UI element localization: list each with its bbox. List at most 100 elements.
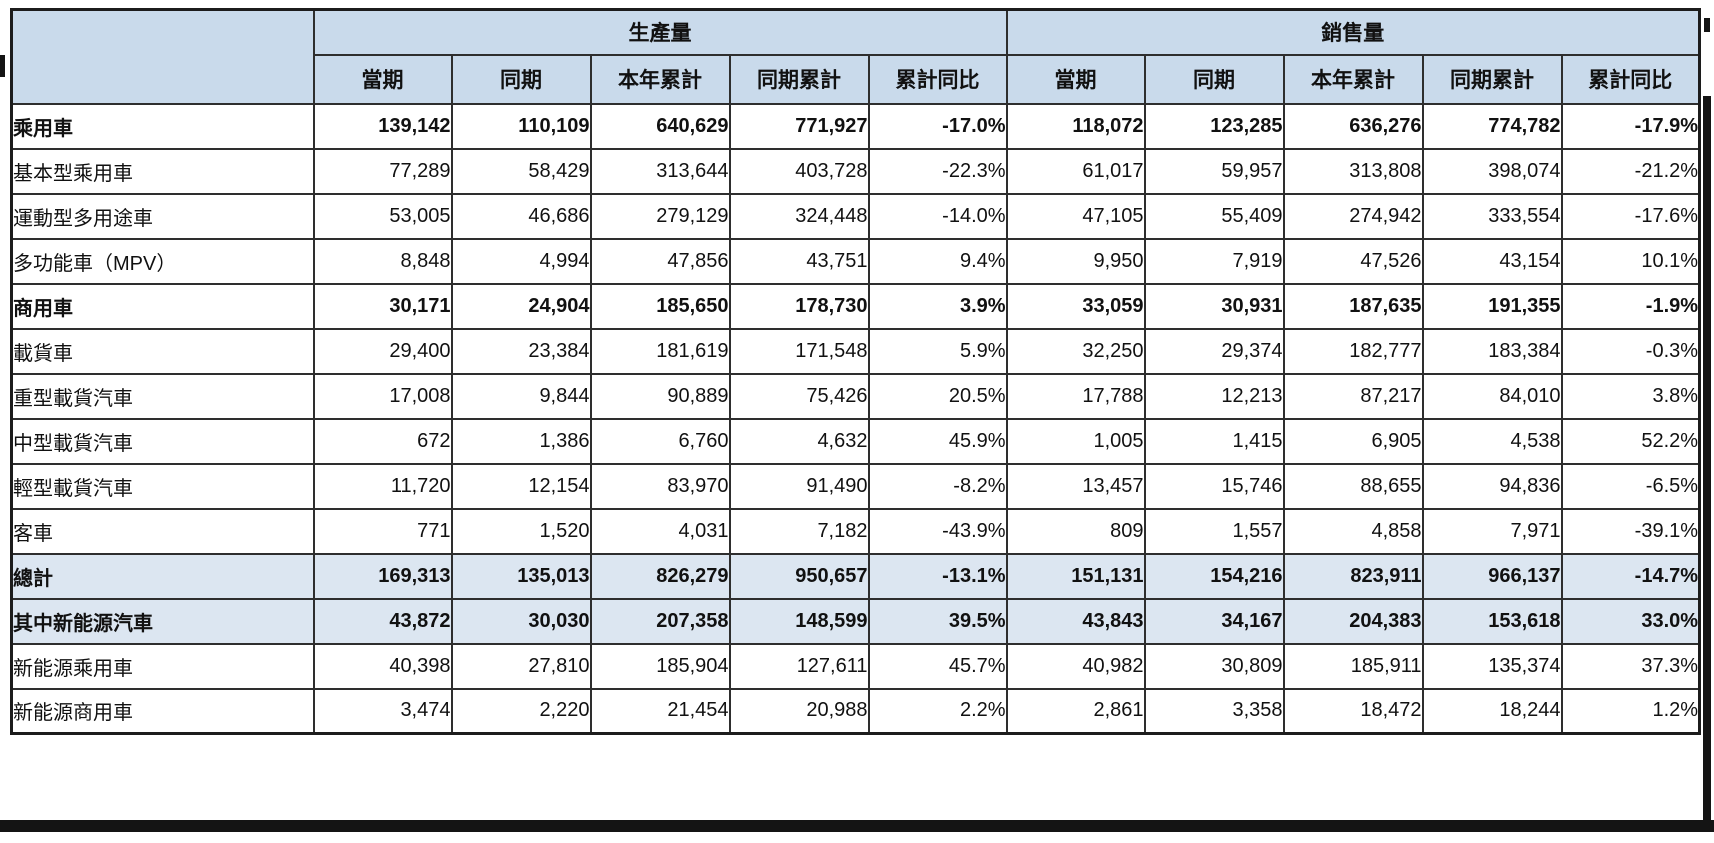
production-prior-ytd-cell: 4,632 [728, 417, 870, 465]
production-current-cell: 139,142 [312, 102, 453, 150]
sales-current-cell: 118,072 [1005, 102, 1146, 150]
table-row: 基本型乘用車 77,289 58,429 313,644 403,728 -22.3% 61… [10, 147, 1701, 195]
sales-current-cell: 61,017 [1005, 147, 1146, 195]
sales-prior-ytd-cell: 7,971 [1421, 507, 1563, 555]
sales-yoy-cell: -17.6% [1560, 192, 1701, 240]
production-current-cell: 30,171 [312, 282, 453, 330]
table-row: 其中新能源汽車 43,872 30,030 207,358 148,599 39.5% 43… [10, 597, 1701, 645]
production-prior-ytd-cell: 7,182 [728, 507, 870, 555]
sales-current-cell: 9,950 [1005, 237, 1146, 285]
production-yoy-cell: 45.9% [867, 417, 1008, 465]
sales-col-yoy: 累計同比 [1560, 53, 1701, 105]
production-yoy-cell: -43.9% [867, 507, 1008, 555]
sales-ytd-cell: 823,911 [1282, 552, 1424, 600]
sales-yoy-cell: -1.9% [1560, 282, 1701, 330]
production-yoy-cell: 3.9% [867, 282, 1008, 330]
sales-col-prior-ytd: 同期累計 [1421, 53, 1563, 105]
production-current-cell: 672 [312, 417, 453, 465]
table-row: 商用車 30,171 24,904 185,650 178,730 3.9% 33,059 3… [10, 282, 1701, 330]
production-prior-ytd-cell: 771,927 [728, 102, 870, 150]
production-group-header: 生產量 [312, 8, 1008, 56]
production-ytd-cell: 47,856 [589, 237, 731, 285]
row-label: 新能源商用車 [10, 687, 315, 735]
sales-group-header: 銷售量 [1005, 8, 1701, 56]
sales-col-current: 當期 [1005, 53, 1146, 105]
production-prior-ytd-cell: 178,730 [728, 282, 870, 330]
production-prior-cell: 1,386 [450, 417, 592, 465]
production-prior-ytd-cell: 91,490 [728, 462, 870, 510]
production-prior-ytd-cell: 43,751 [728, 237, 870, 285]
production-yoy-cell: -17.0% [867, 102, 1008, 150]
sales-yoy-cell: 37.3% [1560, 642, 1701, 690]
row-label: 新能源乘用車 [10, 642, 315, 690]
production-prior-cell: 58,429 [450, 147, 592, 195]
row-label: 載貨車 [10, 327, 315, 375]
production-col-ytd: 本年累計 [589, 53, 731, 105]
sales-prior-ytd-cell: 191,355 [1421, 282, 1563, 330]
sales-current-cell: 33,059 [1005, 282, 1146, 330]
production-yoy-cell: 20.5% [867, 372, 1008, 420]
sales-yoy-cell: -17.9% [1560, 102, 1701, 150]
production-prior-cell: 24,904 [450, 282, 592, 330]
sales-yoy-cell: -21.2% [1560, 147, 1701, 195]
row-label: 重型載貨汽車 [10, 372, 315, 420]
table-row: 中型載貨汽車 672 1,386 6,760 4,632 45.9% 1,005 1,415 6… [10, 417, 1701, 465]
sales-yoy-cell: 1.2% [1560, 687, 1701, 735]
table-header: 生產量 銷售量 當期 同期 本年累計 同期累計 累計同比 當期 同期 本年累計 … [10, 8, 1701, 105]
sales-prior-ytd-cell: 18,244 [1421, 687, 1563, 735]
sales-col-ytd: 本年累計 [1282, 53, 1424, 105]
sales-current-cell: 40,982 [1005, 642, 1146, 690]
sales-prior-cell: 3,358 [1143, 687, 1285, 735]
production-ytd-cell: 279,129 [589, 192, 731, 240]
production-prior-cell: 9,844 [450, 372, 592, 420]
production-ytd-cell: 90,889 [589, 372, 731, 420]
sales-current-cell: 43,843 [1005, 597, 1146, 645]
sales-current-cell: 17,788 [1005, 372, 1146, 420]
sales-ytd-cell: 47,526 [1282, 237, 1424, 285]
sales-ytd-cell: 18,472 [1282, 687, 1424, 735]
page-right-edge-mark [1704, 18, 1710, 32]
sales-yoy-cell: 3.8% [1560, 372, 1701, 420]
sales-prior-ytd-cell: 135,374 [1421, 642, 1563, 690]
production-ytd-cell: 4,031 [589, 507, 731, 555]
sales-ytd-cell: 636,276 [1282, 102, 1424, 150]
sales-current-cell: 2,861 [1005, 687, 1146, 735]
table-row: 多功能車（MPV） 8,848 4,994 47,856 43,751 9.4% 9,950… [10, 237, 1701, 285]
sales-current-cell: 32,250 [1005, 327, 1146, 375]
production-ytd-cell: 83,970 [589, 462, 731, 510]
sales-ytd-cell: 313,808 [1282, 147, 1424, 195]
sales-prior-cell: 34,167 [1143, 597, 1285, 645]
production-prior-ytd-cell: 127,611 [728, 642, 870, 690]
sales-ytd-cell: 6,905 [1282, 417, 1424, 465]
sales-current-cell: 151,131 [1005, 552, 1146, 600]
sales-yoy-cell: 10.1% [1560, 237, 1701, 285]
production-prior-cell: 4,994 [450, 237, 592, 285]
production-current-cell: 3,474 [312, 687, 453, 735]
sales-prior-cell: 30,809 [1143, 642, 1285, 690]
production-current-cell: 40,398 [312, 642, 453, 690]
sales-current-cell: 47,105 [1005, 192, 1146, 240]
production-current-cell: 771 [312, 507, 453, 555]
production-current-cell: 17,008 [312, 372, 453, 420]
sales-current-cell: 809 [1005, 507, 1146, 555]
production-yoy-cell: -8.2% [867, 462, 1008, 510]
row-label: 其中新能源汽車 [10, 597, 315, 645]
row-label: 輕型載貨汽車 [10, 462, 315, 510]
sales-col-prior: 同期 [1143, 53, 1285, 105]
sales-yoy-cell: -14.7% [1560, 552, 1701, 600]
sales-yoy-cell: 52.2% [1560, 417, 1701, 465]
group-header-row: 生產量 銷售量 [10, 8, 1701, 105]
sales-yoy-cell: -6.5% [1560, 462, 1701, 510]
production-prior-ytd-cell: 950,657 [728, 552, 870, 600]
table-row: 新能源乘用車 40,398 27,810 185,904 127,611 45.7% 40,… [10, 642, 1701, 690]
row-label: 乘用車 [10, 102, 315, 150]
page-left-edge-mark [0, 55, 5, 77]
production-prior-ytd-cell: 403,728 [728, 147, 870, 195]
row-label: 商用車 [10, 282, 315, 330]
sales-ytd-cell: 182,777 [1282, 327, 1424, 375]
table-row: 新能源商用車 3,474 2,220 21,454 20,988 2.2% 2,861 3,3… [10, 687, 1701, 735]
sales-prior-cell: 15,746 [1143, 462, 1285, 510]
sales-prior-ytd-cell: 84,010 [1421, 372, 1563, 420]
sales-prior-ytd-cell: 94,836 [1421, 462, 1563, 510]
